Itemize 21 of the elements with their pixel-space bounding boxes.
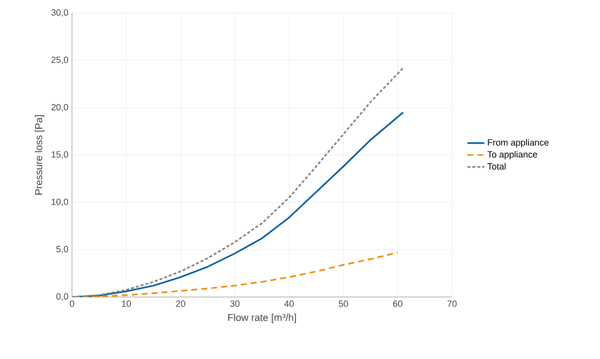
legend-label: To appliance xyxy=(487,151,538,160)
y-axis-title: Pressure loss [Pa] xyxy=(34,115,44,195)
y-tick-label: 5,0 xyxy=(56,246,68,254)
x-tick-label: 0 xyxy=(70,300,74,307)
y-tick-label: 10,0 xyxy=(52,198,68,206)
x-tick-label: 30 xyxy=(230,300,240,307)
y-tick-label: 0,0 xyxy=(56,293,68,301)
y-tick-label: 30,0 xyxy=(51,9,68,17)
x-tick-label: 10 xyxy=(122,300,131,307)
x-tick-label: 20 xyxy=(176,300,186,307)
x-tick-label: 60 xyxy=(393,300,402,307)
y-tick-label: 25,0 xyxy=(51,56,68,64)
legend-label: From appliance xyxy=(488,139,549,148)
x-tick-label: 50 xyxy=(338,300,348,307)
x-axis-title: Flow rate [m³/h] xyxy=(228,314,296,323)
y-tick-label: 20,0 xyxy=(51,104,68,112)
y-tick-label: 15,0 xyxy=(52,151,68,159)
x-tick-label: 70 xyxy=(447,300,457,307)
legend-label: Total xyxy=(487,162,506,170)
x-tick-label: 40 xyxy=(284,300,294,307)
line-series xyxy=(72,252,399,297)
